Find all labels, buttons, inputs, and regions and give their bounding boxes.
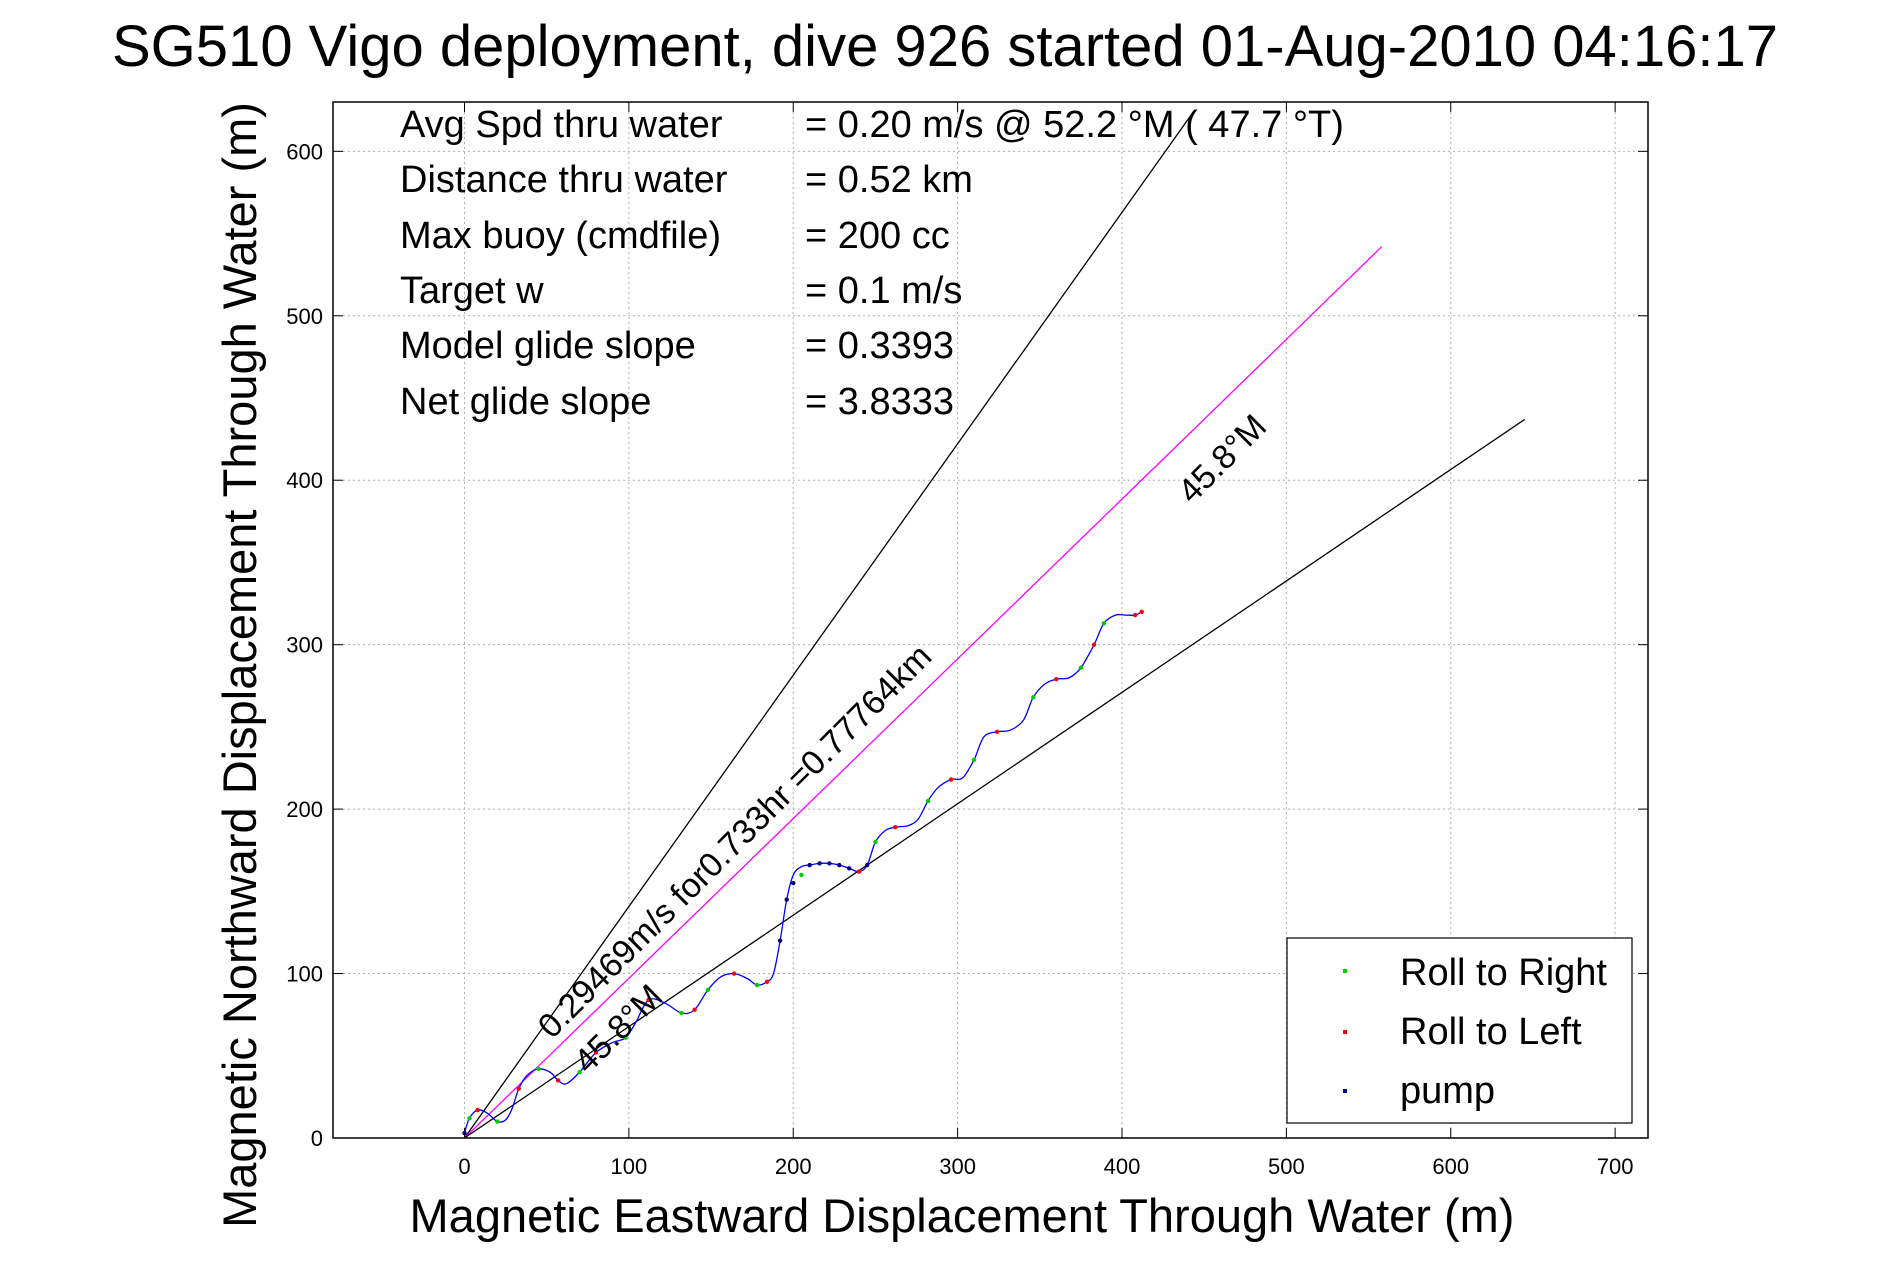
point-pump xyxy=(827,861,832,866)
point-roll-to-right xyxy=(577,1070,582,1075)
point-roll-to-left xyxy=(731,971,737,976)
y-tick-label: 300 xyxy=(286,633,323,658)
x-tick-label: 100 xyxy=(611,1154,648,1179)
point-roll-to-right xyxy=(679,1010,684,1016)
legend-marker-roll-right xyxy=(1343,969,1347,973)
reference-line xyxy=(464,418,1526,1139)
info-value-net-glide: = 3.8333 xyxy=(805,381,954,423)
point-roll-to-left xyxy=(646,997,651,1003)
info-label-distance: Distance thru water xyxy=(400,159,728,201)
reference-line xyxy=(463,114,1192,1139)
point-pump xyxy=(462,1130,467,1136)
x-tick-label: 200 xyxy=(775,1154,812,1179)
axis-ticks: 0 100 200 300 400 500 600 700 0 100 200 300 400 500 60… xyxy=(286,102,1648,1179)
point-roll-to-left xyxy=(892,825,898,830)
point-roll-to-right xyxy=(1031,695,1036,700)
point-roll-to-left xyxy=(764,979,770,984)
point-roll-to-left xyxy=(593,1050,599,1055)
point-roll-to-left xyxy=(1139,609,1144,614)
point-roll-to-left xyxy=(994,729,1000,735)
point-roll-to-right xyxy=(925,798,931,804)
point-roll-to-left xyxy=(692,1007,697,1012)
reference-lines xyxy=(463,114,1526,1139)
point-roll-to-left xyxy=(948,777,954,782)
x-tick-label: 600 xyxy=(1432,1154,1469,1179)
info-value-avg-speed: = 0.20 m/s @ 52.2 °M ( 47.7 °T) xyxy=(805,104,1344,146)
point-roll-to-right xyxy=(705,987,710,993)
legend-label-roll-right: Roll to Right xyxy=(1400,952,1607,994)
point-pump xyxy=(846,866,852,871)
point-roll-to-left xyxy=(1091,642,1097,647)
point-roll-to-right xyxy=(754,982,760,988)
data-points xyxy=(462,609,1144,1136)
info-value-model-glide: = 0.3393 xyxy=(805,325,954,367)
plot-area xyxy=(332,101,1649,1139)
point-roll-to-right xyxy=(971,757,977,762)
y-tick-label: 200 xyxy=(286,797,323,822)
track-line xyxy=(463,611,1143,1134)
legend-label-roll-left: Roll to Left xyxy=(1400,1011,1582,1053)
point-pump xyxy=(865,862,870,868)
point-pump xyxy=(777,938,783,943)
info-value-distance: = 0.52 km xyxy=(805,159,973,201)
info-label-model-glide: Model glide slope xyxy=(400,325,696,367)
legend-label-pump: pump xyxy=(1400,1070,1495,1112)
x-tick-label: 0 xyxy=(458,1154,470,1179)
annotation-speed-distance: 0.29469m/s for0.733hr =0.77764km xyxy=(531,637,939,1045)
info-label-max-buoy: Max buoy (cmdfile) xyxy=(400,215,721,257)
info-label-avg-speed: Avg Spd thru water xyxy=(400,104,723,146)
point-roll-to-left xyxy=(1132,612,1138,618)
point-roll-to-right xyxy=(467,1116,472,1121)
y-tick-label: 500 xyxy=(286,304,323,329)
info-block: Avg Spd thru water = 0.20 m/s @ 52.2 °M … xyxy=(400,104,1344,423)
info-value-max-buoy: = 200 cc xyxy=(805,215,950,257)
point-roll-to-left xyxy=(475,1107,480,1113)
reference-line xyxy=(464,246,1383,1139)
point-pump xyxy=(784,897,789,902)
legend-marker-roll-left xyxy=(1343,1030,1347,1034)
info-label-net-glide: Net glide slope xyxy=(400,381,651,423)
point-roll-to-left xyxy=(516,1086,521,1091)
point-pump xyxy=(807,862,812,868)
point-pump xyxy=(791,880,796,886)
chart-title: SG510 Vigo deployment, dive 926 started … xyxy=(112,14,1778,79)
y-tick-label: 400 xyxy=(286,468,323,493)
point-roll-to-right xyxy=(536,1066,541,1072)
legend-marker-pump xyxy=(1343,1089,1347,1093)
point-pump xyxy=(837,862,842,868)
point-roll-to-right xyxy=(623,1035,628,1040)
x-axis-label: Magnetic Eastward Displacement Through W… xyxy=(410,1189,1515,1242)
y-axis-label: Magnetic Northward Displacement Through … xyxy=(213,102,266,1228)
point-roll-to-right xyxy=(1101,621,1107,626)
x-tick-label: 300 xyxy=(939,1154,976,1179)
point-roll-to-right xyxy=(1078,665,1084,670)
track-layer xyxy=(463,611,1143,1134)
point-roll-to-right xyxy=(495,1119,500,1124)
point-roll-to-left xyxy=(856,869,862,874)
y-tick-label: 0 xyxy=(311,1126,323,1151)
x-tick-label: 700 xyxy=(1597,1154,1634,1179)
info-value-target-w: = 0.1 m/s xyxy=(805,270,962,312)
y-tick-label: 100 xyxy=(286,962,323,987)
point-roll-to-right xyxy=(873,839,878,845)
point-pump xyxy=(817,861,822,866)
x-tick-label: 400 xyxy=(1104,1154,1141,1179)
x-tick-label: 500 xyxy=(1268,1154,1305,1179)
point-roll-to-left xyxy=(555,1078,561,1083)
y-tick-label: 600 xyxy=(286,139,323,164)
point-roll-to-left xyxy=(1054,677,1059,682)
legend: Roll to Right Roll to Left pump xyxy=(1286,937,1633,1124)
info-label-target-w: Target w xyxy=(400,270,544,312)
point-roll-to-right xyxy=(799,872,804,878)
annotation-heading-upper: 45.8°M xyxy=(1171,407,1274,510)
